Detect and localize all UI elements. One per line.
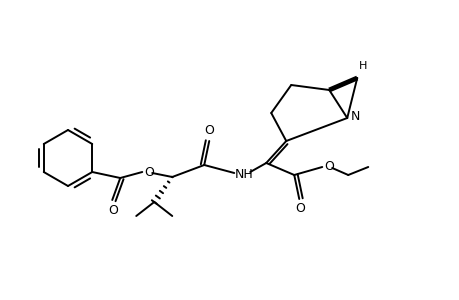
Text: H: H	[358, 61, 367, 71]
Text: O: O	[204, 124, 214, 137]
Text: NH: NH	[235, 169, 253, 182]
Text: O: O	[108, 203, 118, 217]
Text: O: O	[324, 160, 333, 173]
Text: O: O	[144, 166, 154, 178]
Text: N: N	[350, 110, 359, 122]
Text: O: O	[295, 202, 304, 215]
